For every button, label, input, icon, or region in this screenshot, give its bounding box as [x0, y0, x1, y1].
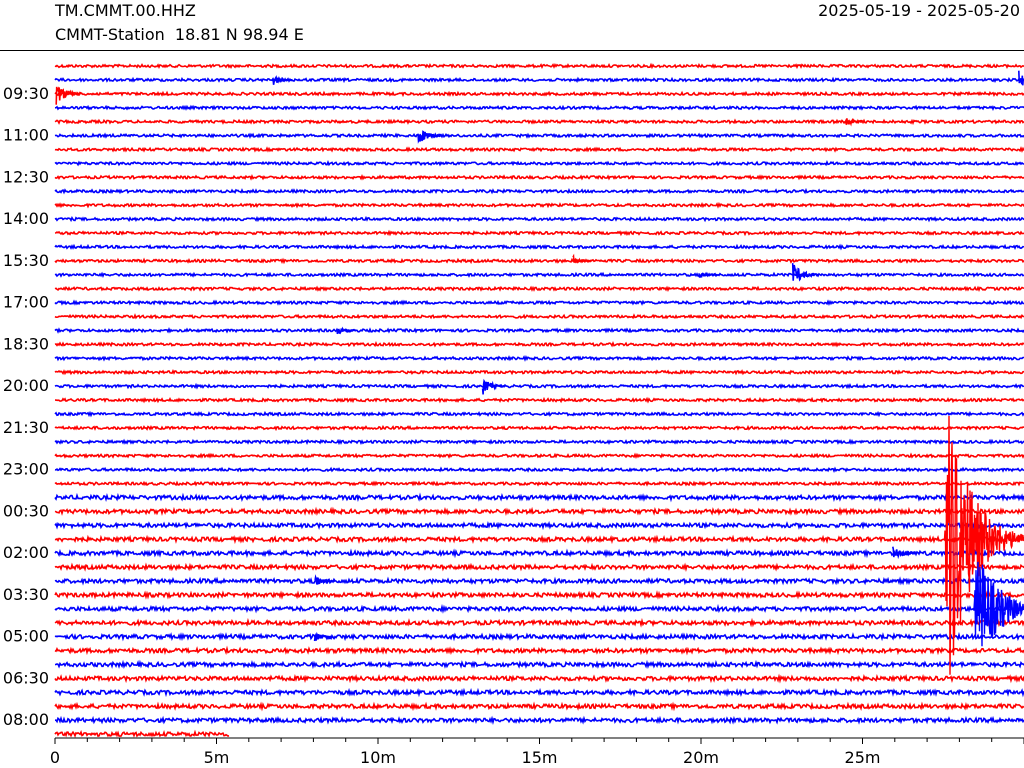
y-label-1100: 11:00: [3, 126, 49, 145]
date-range: 2025-05-19 - 2025-05-20: [818, 1, 1020, 20]
trace-row-33: [54, 520, 1024, 531]
trace-row-44: [54, 673, 1024, 684]
trace-row-10: [54, 201, 1024, 209]
event-12: [314, 574, 336, 585]
trace-row-16: [54, 285, 1024, 293]
event-0: [271, 75, 293, 85]
trace-row-29: [54, 466, 1024, 474]
trace-row-18: [54, 313, 1024, 320]
trace-row-3: [54, 104, 1024, 111]
x-tick-label-10: 10m: [360, 748, 396, 767]
event-3: [843, 117, 865, 127]
event-9: [481, 378, 506, 395]
trace-row-30: [54, 480, 1024, 487]
trace-row-26: [54, 424, 1024, 432]
trace-row-31: [54, 492, 1024, 503]
trace-row-22: [54, 369, 1024, 376]
trace-row-36: [54, 562, 1024, 572]
trace-row-32: [54, 506, 1024, 517]
y-label-0500: 05:00: [3, 627, 49, 646]
y-label-1230: 12:30: [3, 167, 49, 186]
trace-row-20: [54, 340, 1024, 348]
event-4: [417, 130, 443, 144]
trace-row-45: [54, 687, 1024, 698]
x-tick-label-25: 25m: [845, 748, 881, 767]
y-label-0200: 02:00: [3, 543, 49, 562]
trace-row-41: [54, 631, 1024, 642]
trace-row-5: [54, 132, 1024, 140]
trace-row-47: [55, 715, 1024, 726]
trace-row-1: [54, 76, 1024, 84]
trace-row-34: [54, 534, 1024, 545]
trace-row-21: [54, 354, 1024, 362]
trace-row-17: [54, 299, 1024, 306]
y-label-0630: 06:30: [3, 669, 49, 688]
trace-row-19: [54, 327, 1024, 334]
trace-row-4: [54, 118, 1024, 126]
trace-row-24: [55, 396, 1024, 404]
trace-row-25: [54, 410, 1024, 418]
seismic-traces: [54, 62, 1024, 738]
event-14: [313, 631, 335, 642]
trace-row-7: [54, 160, 1024, 167]
x-tick-label-20: 20m: [683, 748, 719, 767]
event-2: [55, 86, 83, 105]
trace-row-38: [54, 590, 1024, 600]
y-label-1400: 14:00: [3, 209, 49, 228]
station-code: TM.CMMT.00.HHZ: [55, 1, 196, 20]
trace-row-28: [54, 452, 1024, 460]
trace-row-15: [54, 271, 1024, 279]
y-label-0800: 08:00: [3, 710, 49, 729]
trace-row-8: [54, 173, 1024, 181]
header-divider: [0, 50, 1024, 51]
trace-row-13: [54, 243, 1024, 251]
trace-row-12: [54, 229, 1024, 237]
event-13: [973, 561, 1024, 647]
trace-row-42: [54, 645, 1024, 656]
trace-row-40: [54, 617, 1024, 628]
trace-row-37: [54, 576, 1024, 586]
y-label-0330: 03:30: [3, 585, 49, 604]
x-tick-label-0: 0: [50, 748, 60, 767]
trace-row-0: [54, 62, 1024, 70]
trace-row-43: [54, 659, 1024, 670]
x-tick-label-15: 15m: [522, 748, 558, 767]
y-label-2000: 20:00: [3, 376, 49, 395]
y-label-2130: 21:30: [3, 418, 49, 437]
trace-row-39: [54, 603, 1024, 614]
trace-row-46: [54, 701, 1024, 712]
x-axis: 0 5m 10m 15m 20m 25m: [50, 737, 1024, 767]
y-label-0930: 09:30: [3, 84, 49, 103]
trace-row-35: [54, 548, 1024, 559]
y-label-0030: 00:30: [3, 501, 49, 520]
trace-row-6: [54, 146, 1024, 153]
seismic-events: [55, 70, 1024, 675]
x-tick-label-5: 5m: [204, 748, 230, 767]
event-1: [1018, 70, 1024, 86]
event-6: [791, 263, 820, 282]
trace-row-9: [54, 187, 1024, 195]
y-label-1830: 18:30: [3, 334, 49, 353]
station-info: CMMT-Station 18.81 N 98.94 E: [55, 25, 304, 44]
event-8: [336, 326, 357, 335]
trace-row-2: [54, 90, 1024, 98]
trace-row-23: [54, 382, 1024, 390]
event-7: [698, 271, 718, 278]
event-5: [572, 253, 593, 264]
trace-row-14: [54, 257, 1024, 265]
y-label-1530: 15:30: [3, 251, 49, 270]
trace-row-48: [54, 729, 230, 738]
y-label-2300: 23:00: [3, 460, 49, 479]
event-10: [943, 415, 1024, 675]
y-label-1700: 17:00: [3, 293, 49, 312]
y-axis-labels: 09:30 11:00 12:30 14:00 15:30 17:00 18:30 20:00…: [3, 84, 49, 729]
trace-row-11: [54, 215, 1024, 223]
event-11: [892, 546, 916, 560]
trace-row-27: [54, 438, 1024, 446]
